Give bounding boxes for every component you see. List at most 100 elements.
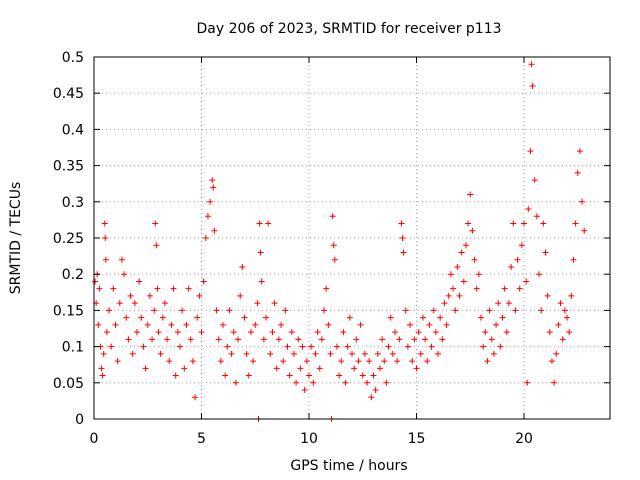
y-tick-label: 0.45 [53, 86, 84, 102]
data-point [443, 321, 450, 328]
data-point [465, 220, 472, 227]
data-point [561, 307, 568, 314]
data-point [202, 235, 209, 241]
data-point [273, 365, 280, 372]
data-point [346, 314, 353, 321]
data-point [99, 372, 106, 379]
data-point [392, 329, 398, 336]
data-point [131, 300, 138, 307]
data-point [419, 314, 426, 321]
data-point [540, 220, 547, 227]
data-point [228, 350, 235, 357]
y-tick-label: 0.1 [62, 340, 84, 356]
data-point [469, 227, 476, 234]
x-axis-label: GPS time / hours [290, 458, 407, 474]
data-point [353, 336, 360, 343]
data-point [486, 307, 493, 314]
data-point [399, 235, 406, 241]
data-point [196, 292, 203, 299]
data-point [312, 350, 319, 357]
data-point [151, 307, 158, 314]
data-point [138, 314, 145, 321]
data-point [189, 358, 196, 365]
data-point [103, 329, 110, 336]
data-point [555, 321, 562, 328]
data-point [516, 285, 523, 292]
data-point [207, 198, 214, 205]
data-point [413, 365, 420, 372]
data-point [548, 358, 555, 365]
data-point [241, 314, 248, 321]
data-point [114, 358, 121, 365]
y-tick-label: 0.3 [62, 195, 84, 211]
data-point [159, 314, 166, 321]
data-point [204, 213, 211, 220]
data-point [146, 292, 153, 299]
data-point [409, 358, 416, 365]
data-point [327, 350, 334, 357]
data-point [247, 329, 254, 336]
data-point [349, 350, 355, 357]
data-point [495, 300, 502, 307]
data-point [525, 206, 532, 213]
data-point [338, 358, 345, 365]
data-point [260, 336, 267, 343]
data-point [452, 307, 459, 314]
data-point [299, 343, 306, 350]
data-point [116, 300, 123, 307]
data-point [389, 350, 396, 357]
data-points [92, 61, 588, 422]
data-point [510, 220, 517, 227]
data-point [529, 82, 536, 89]
data-point [379, 336, 386, 343]
data-point [154, 285, 161, 292]
y-axis-ticks: 0 0.05 0.1 0.15 0.2 0.25 0.3 0.35 0.4 0.45 0.5 [53, 50, 610, 428]
data-point [497, 343, 504, 350]
data-point [424, 358, 431, 365]
data-point [121, 271, 128, 278]
x-tick-label: 5 [197, 431, 206, 447]
data-point [398, 220, 405, 227]
data-point [149, 336, 156, 343]
data-point [422, 336, 429, 343]
data-point [293, 379, 300, 386]
data-point [224, 343, 231, 350]
data-point [220, 321, 226, 328]
x-tick-label: 0 [90, 431, 99, 447]
data-point [531, 177, 538, 184]
data-point [527, 148, 534, 155]
data-point [542, 249, 549, 256]
data-point [523, 278, 530, 285]
data-point [323, 285, 330, 292]
y-tick-label: 0.15 [53, 303, 84, 319]
data-point [321, 307, 328, 314]
data-point [564, 314, 570, 321]
data-point [460, 278, 467, 285]
data-point [385, 343, 392, 350]
data-point [155, 329, 162, 336]
data-point [364, 379, 371, 386]
data-point [112, 321, 119, 328]
data-point [134, 329, 140, 336]
data-point [256, 220, 263, 227]
data-point [355, 358, 362, 365]
data-point [456, 292, 463, 299]
data-point [544, 292, 551, 299]
data-point [140, 343, 147, 350]
data-point [168, 321, 175, 328]
data-point [559, 336, 566, 343]
data-point [574, 169, 581, 176]
data-point [518, 242, 525, 249]
x-tick-label: 20 [515, 431, 533, 447]
data-point [435, 350, 441, 357]
y-tick-label: 0.4 [62, 122, 84, 138]
data-point [297, 365, 304, 372]
data-point [505, 300, 512, 307]
data-point [166, 358, 173, 365]
grid-lines [94, 57, 610, 419]
data-point [402, 307, 409, 314]
data-point [415, 329, 422, 336]
data-point [325, 321, 332, 328]
data-point [213, 307, 220, 314]
data-point [450, 285, 457, 292]
